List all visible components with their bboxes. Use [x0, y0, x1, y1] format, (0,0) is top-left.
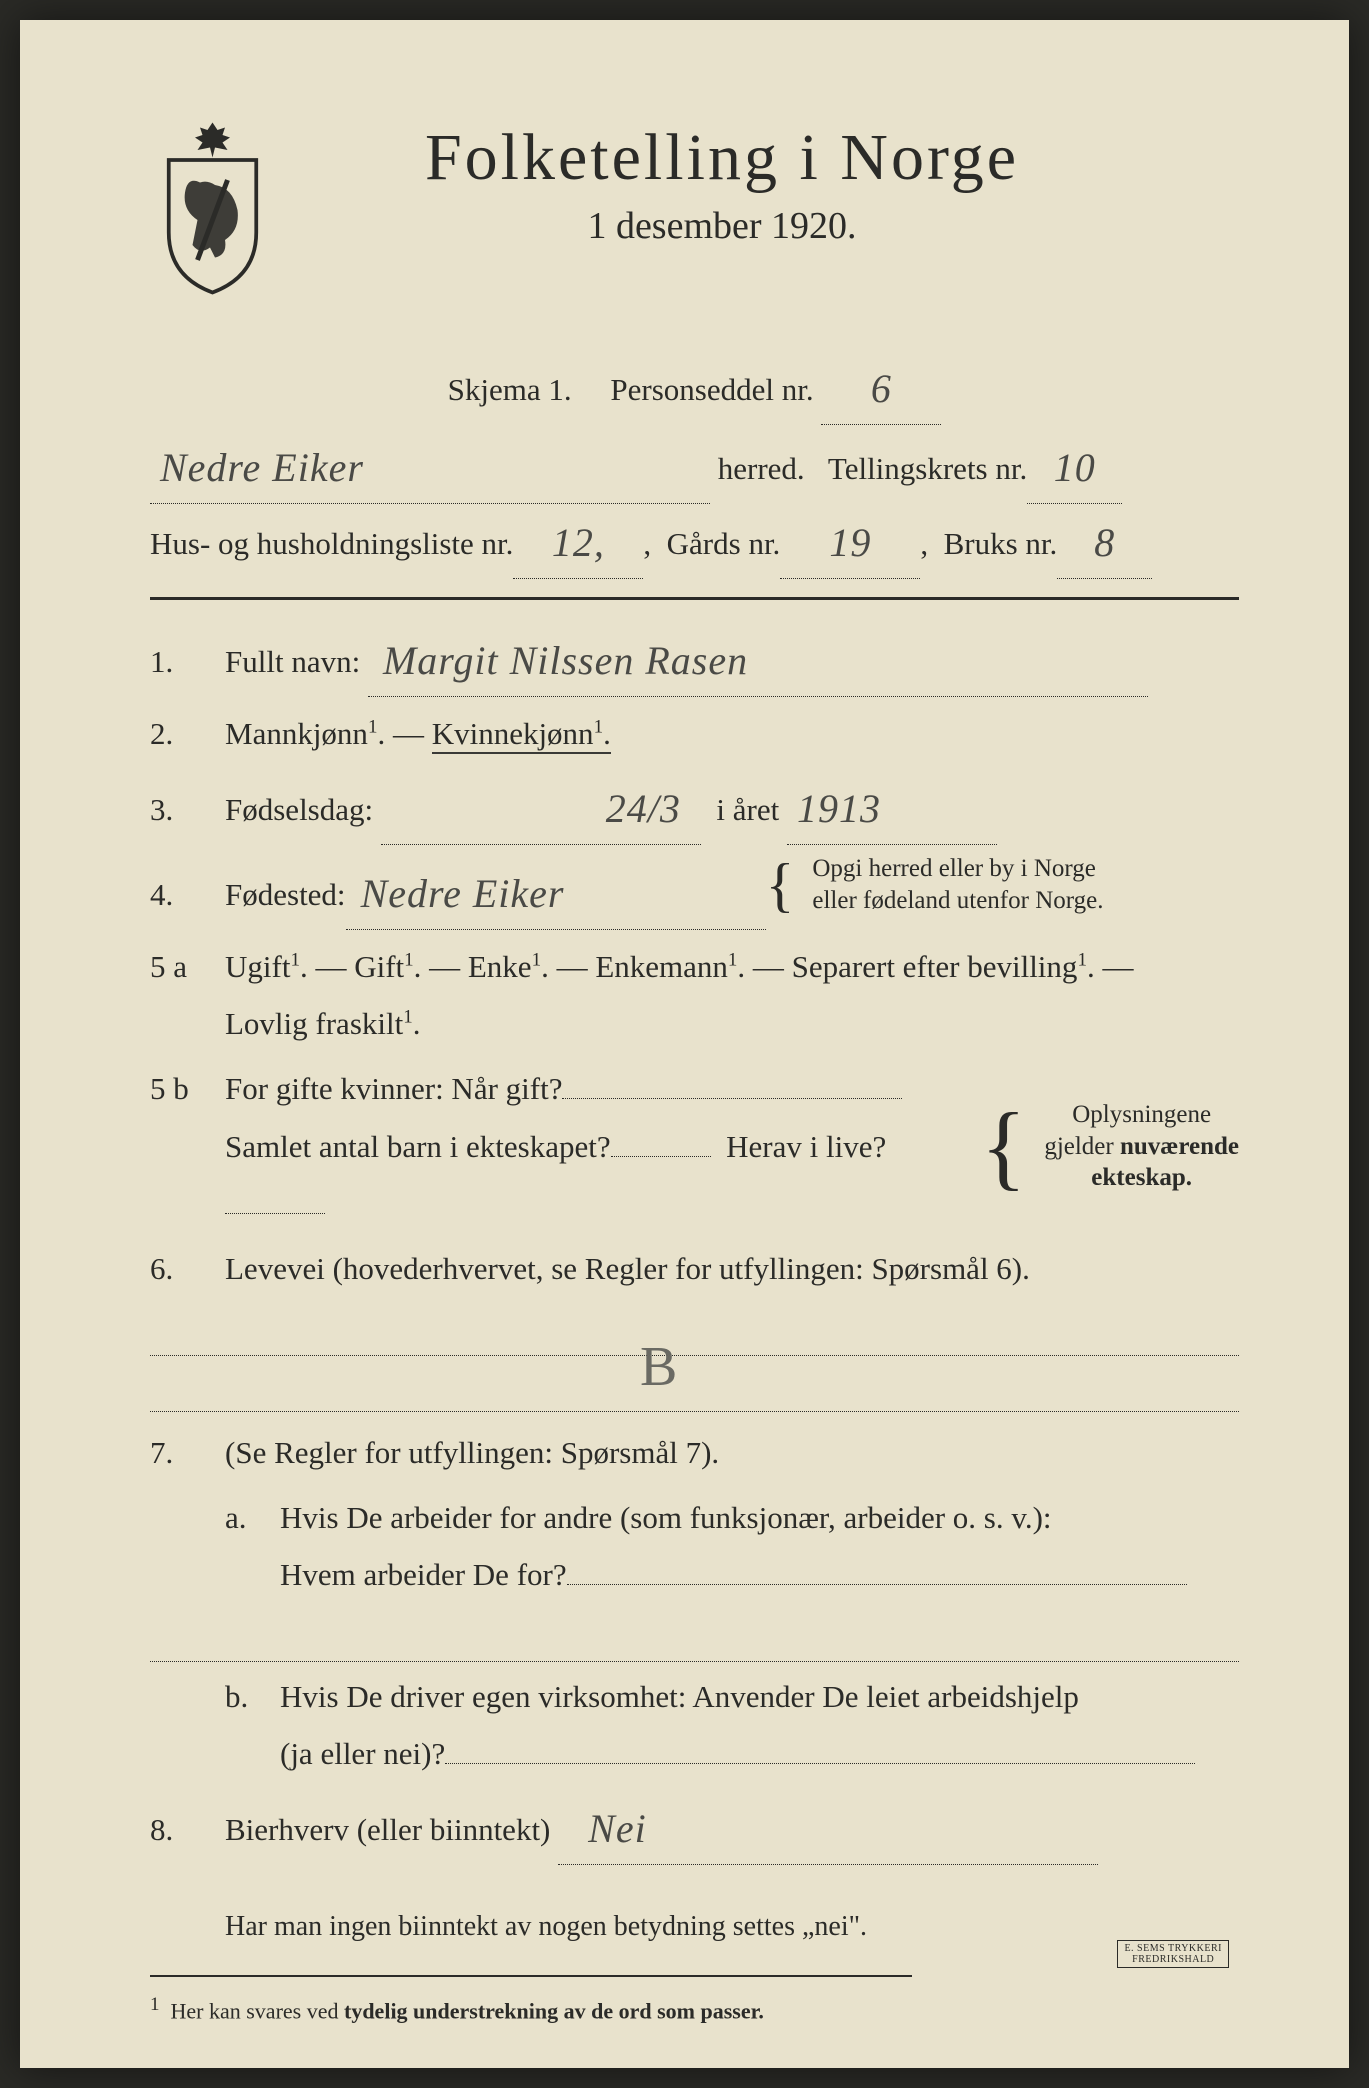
q3: 3. Fødselsdag: 24/3 i året 1913: [150, 770, 1239, 845]
main-title: Folketelling i Norge: [305, 120, 1139, 196]
title-block: Folketelling i Norge 1 desember 1920.: [305, 120, 1239, 248]
q7a-num: a.: [225, 1489, 280, 1546]
q4-note: Opgi herred eller by i Norge eller fødel…: [812, 853, 1103, 916]
q1: 1. Fullt navn: Margit Nilssen Rasen: [150, 622, 1239, 697]
q8-value: Nei: [588, 1806, 647, 1851]
header: Folketelling i Norge 1 desember 1920.: [150, 120, 1239, 295]
gards-value: 19: [829, 520, 871, 565]
subtitle: 1 desember 1920.: [305, 204, 1139, 248]
q7a: a. Hvis De arbeider for andre (som funks…: [150, 1489, 1239, 1604]
footnote: 1 Her kan svares ved tydelig understrekn…: [150, 1987, 1239, 2032]
bruks-label: Bruks nr.: [944, 515, 1058, 572]
q2-mann: Mannkjønn: [225, 716, 368, 751]
printer-mark: E. SEMS TRYKKERI FREDRIKSHALD: [1117, 1940, 1229, 1968]
q7b-num: b.: [225, 1668, 280, 1725]
footer-divider: [150, 1975, 912, 1977]
q1-num: 1.: [150, 633, 225, 690]
bruks-value: 8: [1094, 520, 1115, 565]
tellingskrets-value: 10: [1054, 445, 1096, 490]
personseddel-value: 6: [871, 366, 892, 411]
q6-label: Levevei (hovederhvervet, se Regler for u…: [225, 1251, 1030, 1286]
husliste-line: Hus- og husholdningsliste nr. 12, , Gård…: [150, 504, 1239, 579]
personseddel-label: Personseddel nr.: [610, 372, 813, 407]
footer-note: Har man ingen biinntekt av nogen betydni…: [150, 1901, 1239, 1953]
q8-label: Bierhverv (eller biinntekt): [225, 1812, 550, 1847]
divider: [150, 597, 1239, 600]
husliste-value: 12,: [552, 520, 605, 565]
q2: 2. Mannkjønn1. — Kvinnekjønn1.: [150, 705, 1239, 762]
q8-num: 8.: [150, 1801, 225, 1858]
q5b-note: Oplysningene gjelder nuværende ekteskap.: [1044, 1099, 1239, 1193]
coat-of-arms-icon: [150, 120, 275, 295]
herred-value: Nedre Eiker: [160, 445, 364, 490]
q4: 4. Fødested: Nedre Eiker { Opgi herred e…: [150, 853, 1239, 929]
q5a: 5 a Ugift1. — Gift1. — Enke1. — Enkemann…: [150, 938, 1239, 1053]
q3-num: 3.: [150, 781, 225, 838]
q5b: 5 b For gifte kvinner: Når gift? Samlet …: [150, 1060, 1239, 1232]
form-body: Skjema 1. Personseddel nr. 6 Nedre Eiker…: [150, 350, 1239, 2032]
herred-line: Nedre Eiker herred. Tellingskrets nr. 10: [150, 429, 1239, 504]
q5a-num: 5 a: [150, 938, 225, 995]
q5b-num: 5 b: [150, 1060, 225, 1117]
q7-intro: (Se Regler for utfyllingen: Spørsmål 7).: [225, 1424, 1239, 1481]
q1-label: Fullt navn:: [225, 644, 360, 679]
brace-icon: {: [766, 858, 795, 912]
census-form-page: Folketelling i Norge 1 desember 1920. Sk…: [20, 20, 1349, 2068]
q7a-fill: [150, 1612, 1239, 1662]
q4-value: Nedre Eiker: [361, 871, 565, 916]
q4-label: Fødested:: [225, 866, 346, 923]
q2-num: 2.: [150, 705, 225, 762]
tellingskrets-label: Tellingskrets nr.: [828, 440, 1027, 497]
q6-fill-1: B: [150, 1306, 1239, 1356]
q3-label: Fødselsdag:: [225, 792, 373, 827]
q2-kvinne: Kvinnekjønn: [432, 716, 594, 751]
q6-fill-2: [150, 1362, 1239, 1412]
gards-label: Gårds nr.: [667, 515, 781, 572]
q6-scribble: B: [640, 1316, 677, 1420]
q7: 7. (Se Regler for utfyllingen: Spørsmål …: [150, 1424, 1239, 1481]
q6-num: 6.: [150, 1240, 225, 1297]
q3-mid: i året: [716, 792, 779, 827]
q7-num: 7.: [150, 1424, 225, 1481]
q6: 6. Levevei (hovederhvervet, se Regler fo…: [150, 1240, 1239, 1297]
q2-dash: —: [393, 716, 432, 751]
q3-year: 1913: [797, 786, 881, 831]
husliste-label: Hus- og husholdningsliste nr.: [150, 515, 513, 572]
q3-day: 24/3: [606, 786, 681, 831]
q7b: b. Hvis De driver egen virksomhet: Anven…: [150, 1668, 1239, 1783]
q1-value: Margit Nilssen Rasen: [383, 638, 748, 683]
q8: 8. Bierhverv (eller biinntekt) Nei: [150, 1790, 1239, 1865]
skjema-line: Skjema 1. Personseddel nr. 6: [150, 350, 1239, 425]
skjema-label: Skjema 1.: [448, 372, 572, 407]
herred-label: herred.: [718, 440, 805, 497]
q4-num: 4.: [150, 866, 225, 923]
brace-icon: {: [981, 1104, 1027, 1190]
